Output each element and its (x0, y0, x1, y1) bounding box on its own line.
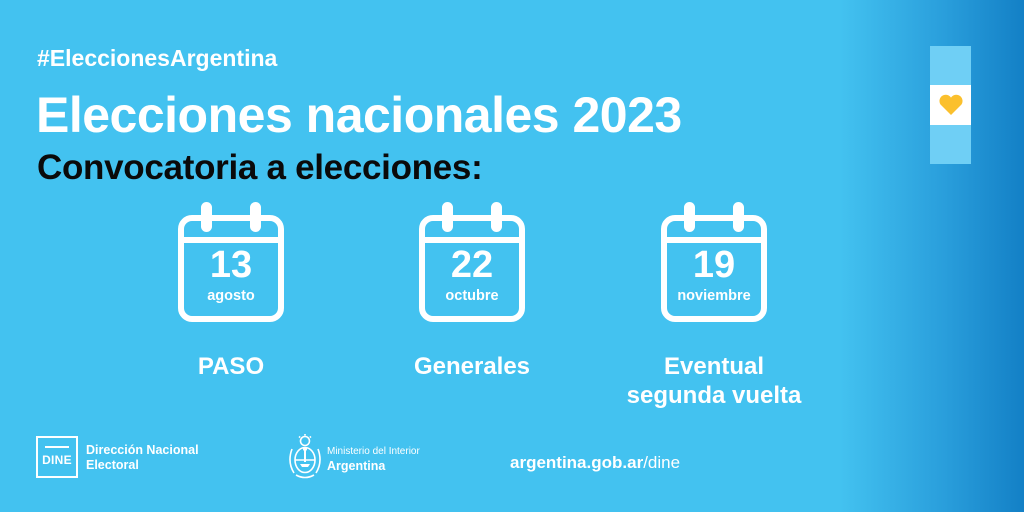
ministry-name: Ministerio del Interior (327, 446, 420, 457)
calendar-segunda-vuelta: 19 noviembre (660, 202, 768, 322)
ministry-country: Argentina (327, 459, 386, 473)
website-path: /dine (643, 453, 681, 472)
dine-name-line1: Dirección Nacional (86, 443, 199, 457)
calendar-generales: 22 octubre (418, 202, 526, 322)
dine-logo: DINE (36, 436, 78, 478)
calendar-icon (419, 202, 525, 322)
hashtag: #EleccionesArgentina (37, 45, 278, 71)
calendar-month: octubre (445, 288, 499, 304)
dine-name: Dirección Nacional Electoral (86, 443, 216, 473)
page-title: Elecciones nacionales 2023 (36, 87, 682, 143)
calendar-month: noviembre (677, 288, 751, 304)
label-paso: PASO (197, 353, 265, 380)
website-link[interactable]: argentina.gob.ar/dine (510, 453, 680, 473)
label-generales: Generales (413, 353, 531, 380)
calendar-month: agosto (207, 288, 255, 304)
calendar-day: 13 (209, 244, 253, 286)
heart-icon (938, 94, 963, 115)
calendar-day: 22 (450, 244, 494, 286)
dine-logo-text: DINE (42, 453, 72, 467)
calendar-icon (661, 202, 767, 322)
calendar-day: 19 (692, 244, 736, 286)
subtitle: Convocatoria a elecciones: (37, 148, 483, 187)
dine-name-line2: Electoral (86, 458, 139, 472)
website-domain: argentina.gob.ar (510, 453, 644, 472)
argentina-flag-heart-icon (930, 46, 971, 164)
calendar-paso: 13 agosto (177, 202, 285, 322)
coat-of-arms-icon (289, 434, 321, 479)
label-segunda-vuelta: segunda vuelta (626, 382, 802, 409)
label-eventual: Eventual (663, 353, 765, 380)
calendar-icon (178, 202, 284, 322)
